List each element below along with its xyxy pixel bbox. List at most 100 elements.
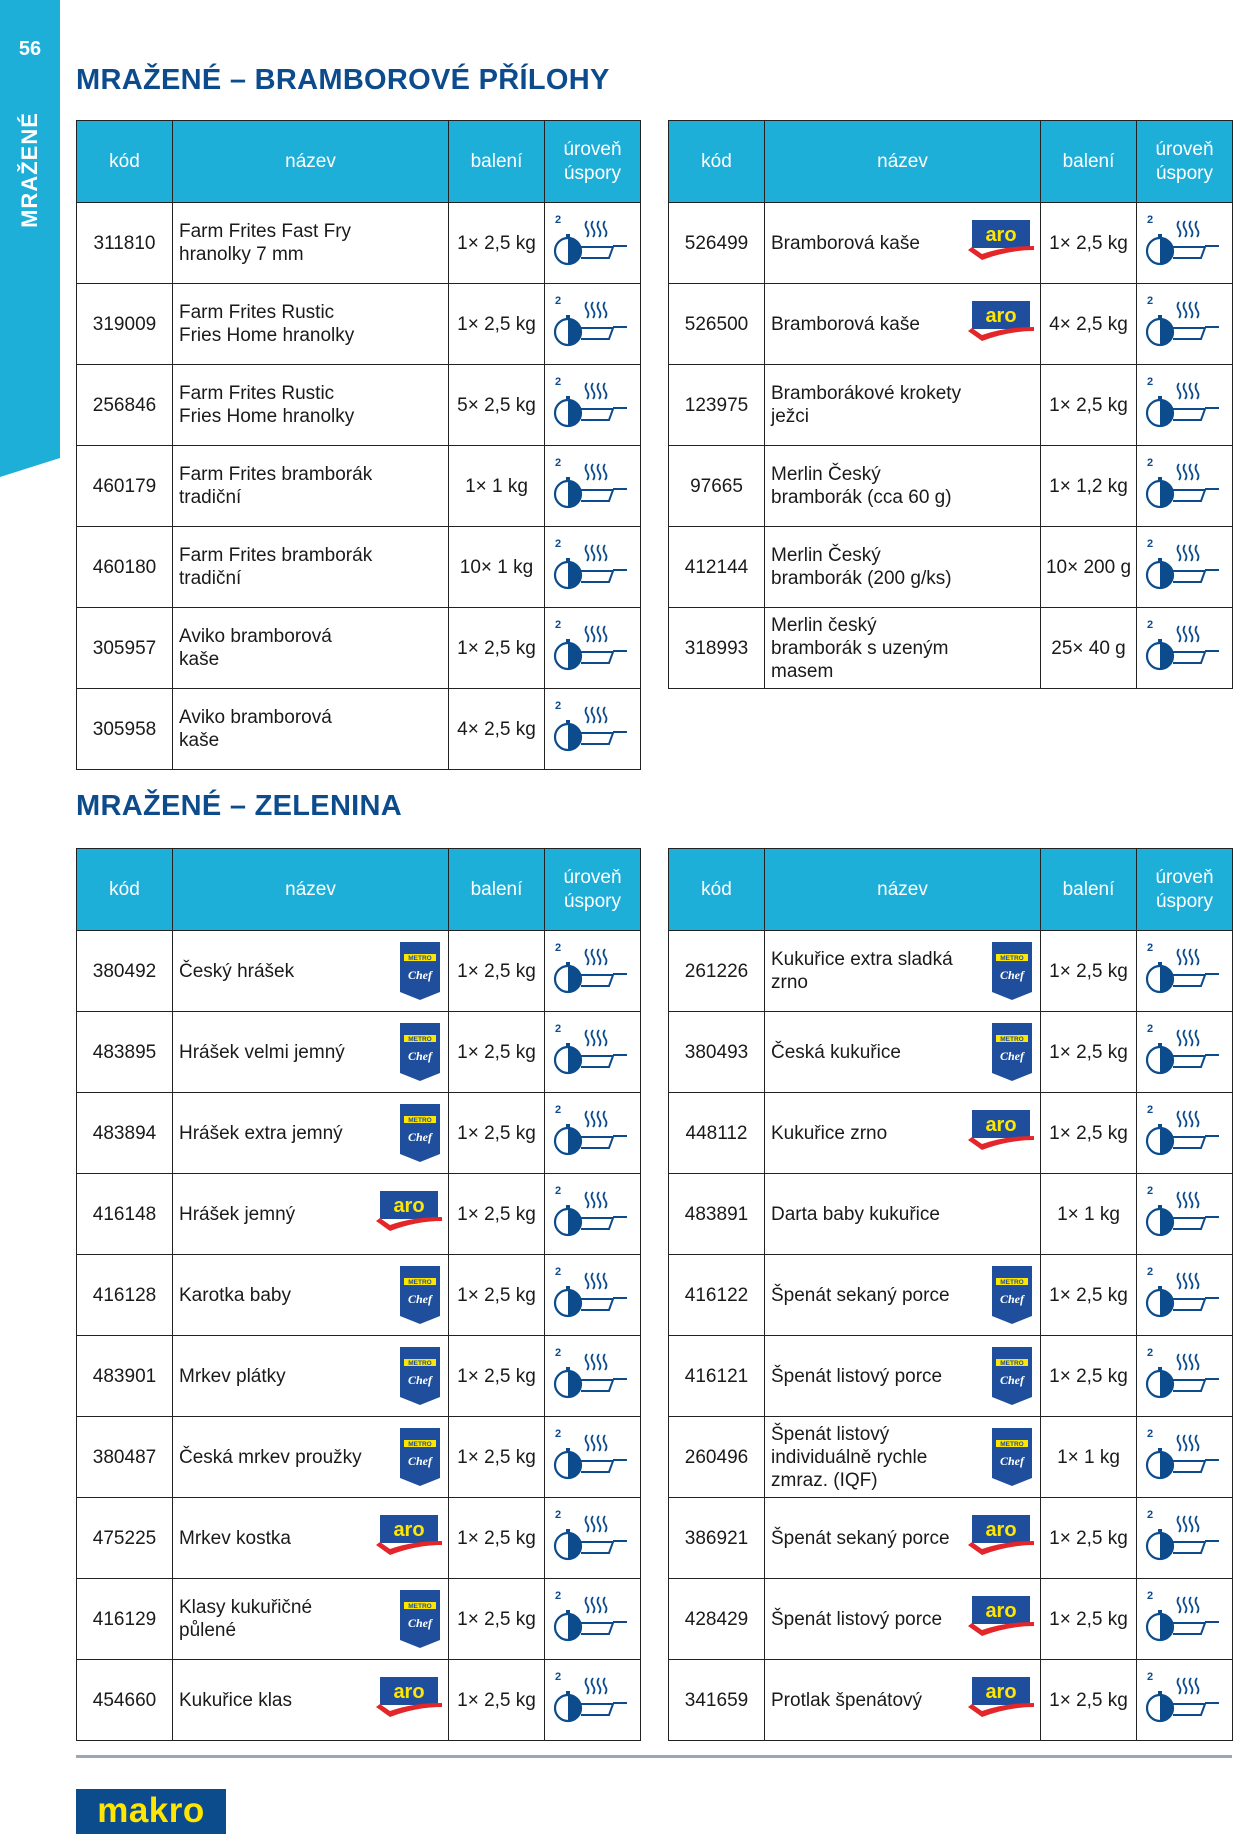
product-pack: 1× 1 kg xyxy=(448,445,545,527)
savings-level: 2 xyxy=(555,376,561,388)
product-pack: 1× 2,5 kg xyxy=(1040,364,1137,446)
header-code: kód xyxy=(668,120,765,203)
savings-level: 2 xyxy=(1147,1185,1153,1197)
product-name-cell: Merlin Český bramborák (200 g/ks) xyxy=(764,526,1041,608)
product-code: 256846 xyxy=(76,364,173,446)
savings-cell: 2 xyxy=(1136,1659,1233,1741)
product-pack: 25× 40 g xyxy=(1040,607,1137,689)
savings-level: 2 xyxy=(555,1509,561,1521)
product-code: 380493 xyxy=(668,1011,765,1093)
product-name: Bramborová kaše xyxy=(771,232,920,254)
product-name: Hrášek velmi jemný xyxy=(179,1041,345,1063)
side-category-label: MRAŽENÉ xyxy=(17,112,42,228)
product-name-cell: Klasy kukuřičné půlené METRO Chef xyxy=(172,1578,449,1660)
product-pack: 1× 2,5 kg xyxy=(448,930,545,1012)
header-pack: balení xyxy=(1040,120,1137,203)
svg-text:METRO: METRO xyxy=(1000,1036,1023,1043)
product-name: Karotka baby xyxy=(179,1284,291,1306)
header-name: název xyxy=(172,120,449,203)
table-row: 416148 Hrášek jemný aro 1× 2,5 kg 2 xyxy=(76,1173,641,1255)
cooking-level-icon: 2 xyxy=(553,214,627,266)
footer-divider xyxy=(76,1755,1232,1758)
cooking-level-icon: 2 xyxy=(1145,1347,1219,1399)
aro-logo: aro xyxy=(968,1110,1034,1150)
savings-level: 2 xyxy=(555,619,561,631)
product-name: Český hrášek xyxy=(179,960,295,982)
cooking-level-icon: 2 xyxy=(1145,214,1219,266)
header-savings: úroveň úspory xyxy=(544,848,641,931)
product-pack: 1× 2,5 kg xyxy=(448,1578,545,1660)
savings-level: 2 xyxy=(555,295,561,307)
product-pack: 1× 2,5 kg xyxy=(448,1659,545,1741)
product-name-cell: Mrkev kostka aro xyxy=(172,1497,449,1579)
product-name: Klasy kukuřičné půlené xyxy=(179,1597,313,1641)
savings-level: 2 xyxy=(555,457,561,469)
svg-text:METRO: METRO xyxy=(1000,1279,1023,1286)
savings-level: 2 xyxy=(555,1185,561,1197)
svg-text:Chef: Chef xyxy=(1000,968,1025,982)
product-pack: 1× 2,5 kg xyxy=(448,1335,545,1417)
cooking-level-icon: 2 xyxy=(553,1671,627,1723)
svg-text:Chef: Chef xyxy=(408,1454,433,1468)
product-name: Merlin Český bramborák (cca 60 g) xyxy=(771,464,952,508)
product-pack: 1× 2,5 kg xyxy=(1040,930,1137,1012)
product-code: 261226 xyxy=(668,930,765,1012)
savings-cell: 2 xyxy=(1136,607,1233,689)
product-pack: 1× 2,5 kg xyxy=(448,283,545,365)
product-pack: 1× 2,5 kg xyxy=(1040,1578,1137,1660)
product-pack: 10× 200 g xyxy=(1040,526,1137,608)
product-table: kód název balení úroveň úspory 311810 Farm … xyxy=(76,120,641,770)
metro-chef-logo: METRO Chef xyxy=(400,1590,440,1648)
side-tab xyxy=(0,0,60,477)
product-pack: 1× 2,5 kg xyxy=(448,202,545,284)
savings-cell: 2 xyxy=(544,1254,641,1336)
cooking-level-icon: 2 xyxy=(1145,1266,1219,1318)
svg-text:METRO: METRO xyxy=(408,1036,431,1043)
table-row: 526500 Bramborová kaše aro 4× 2,5 kg 2 xyxy=(668,283,1233,365)
page-number: 56 xyxy=(18,38,42,60)
table-row: 305958 Aviko bramborová kaše 4× 2,5 kg 2 xyxy=(76,688,641,770)
table-row: 416128 Karotka baby METRO Chef 1× 2,5 kg… xyxy=(76,1254,641,1336)
savings-cell: 2 xyxy=(1136,202,1233,284)
table-row: 483894 Hrášek extra jemný METRO Chef 1× … xyxy=(76,1092,641,1174)
svg-text:Chef: Chef xyxy=(408,1130,433,1144)
savings-cell: 2 xyxy=(544,1011,641,1093)
savings-level: 2 xyxy=(1147,214,1153,226)
product-pack: 10× 1 kg xyxy=(448,526,545,608)
cooking-level-icon: 2 xyxy=(553,295,627,347)
svg-text:METRO: METRO xyxy=(408,1279,431,1286)
product-name-cell: Darta baby kukuřice xyxy=(764,1173,1041,1255)
savings-level: 2 xyxy=(1147,942,1153,954)
cooking-level-icon: 2 xyxy=(1145,1671,1219,1723)
svg-text:METRO: METRO xyxy=(1000,1360,1023,1367)
product-pack: 1× 2,5 kg xyxy=(448,1011,545,1093)
aro-logo: aro xyxy=(376,1677,442,1717)
cooking-level-icon: 2 xyxy=(553,700,627,752)
savings-level: 2 xyxy=(1147,538,1153,550)
svg-text:aro: aro xyxy=(985,1519,1016,1541)
table-row: 380487 Česká mrkev proužky METRO Chef 1×… xyxy=(76,1416,641,1498)
table-header: kód název balení úroveň úspory xyxy=(668,120,1233,203)
product-name-cell: Bramborová kaše aro xyxy=(764,202,1041,284)
product-name-cell: Bramborákové krokety ježci xyxy=(764,364,1041,446)
table-row: 380493 Česká kukuřice METRO Chef 1× 2,5 … xyxy=(668,1011,1233,1093)
svg-text:aro: aro xyxy=(985,1600,1016,1622)
savings-cell: 2 xyxy=(544,445,641,527)
product-pack: 1× 1 kg xyxy=(1040,1416,1137,1498)
product-name: Česká mrkev proužky xyxy=(179,1446,362,1468)
header-code: kód xyxy=(76,848,173,931)
cooking-level-icon: 2 xyxy=(1145,1104,1219,1156)
product-pack: 1× 2,5 kg xyxy=(448,1416,545,1498)
cooking-level-icon: 2 xyxy=(553,942,627,994)
table-row: 319009 Farm Frites Rustic Fries Home hra… xyxy=(76,283,641,365)
product-code: 475225 xyxy=(76,1497,173,1579)
product-name: Bramborová kaše xyxy=(771,313,920,335)
svg-text:Chef: Chef xyxy=(1000,1454,1025,1468)
savings-cell: 2 xyxy=(544,1578,641,1660)
product-name: Kukuřice extra sladká zrno xyxy=(771,949,953,993)
savings-cell: 2 xyxy=(1136,1578,1233,1660)
product-table: kód název balení úroveň úspory 526499 Bramb… xyxy=(668,120,1233,689)
product-code: 454660 xyxy=(76,1659,173,1741)
savings-cell: 2 xyxy=(544,202,641,284)
product-pack: 1× 2,5 kg xyxy=(1040,1092,1137,1174)
